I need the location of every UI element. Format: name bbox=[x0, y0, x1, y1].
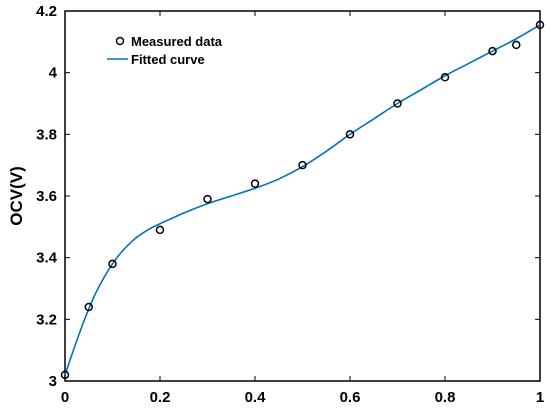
plot-area bbox=[64, 10, 541, 382]
fitted-curve-line bbox=[64, 24, 541, 376]
y-tick-label: 3 bbox=[49, 373, 57, 390]
measured-data-point bbox=[108, 259, 117, 269]
axis-ticks: 0 0.2 0.4 0.6 0.8 1 3 3.2 3.4 3.6 3.8 4 4.2 bbox=[36, 3, 544, 406]
measured-data-point bbox=[60, 370, 70, 380]
measured-data-point bbox=[84, 302, 93, 312]
y-tick-label: 4.2 bbox=[36, 3, 57, 20]
legend-label-measured: Measured data bbox=[131, 34, 223, 49]
measured-data-point bbox=[155, 225, 165, 235]
legend-label-fitted: Fitted curve bbox=[131, 52, 205, 67]
legend-marker-measured bbox=[115, 36, 125, 46]
y-axis-label: OCV(V) bbox=[7, 166, 26, 226]
x-tick-label: 0 bbox=[61, 389, 69, 406]
y-tick-label: 3.4 bbox=[36, 250, 58, 267]
measured-data-point bbox=[488, 46, 497, 56]
y-tick-label: 3.6 bbox=[36, 188, 57, 205]
x-tick-label: 0.4 bbox=[245, 389, 267, 406]
x-tick-label: 1 bbox=[536, 389, 544, 406]
x-tick-label: 0.6 bbox=[340, 389, 361, 406]
y-tick-label: 4 bbox=[49, 65, 58, 82]
measured-data-point bbox=[345, 130, 355, 139]
y-tick-label: 3.8 bbox=[36, 126, 57, 143]
series-layer bbox=[60, 20, 545, 380]
measured-data-point bbox=[298, 160, 307, 170]
x-tick-label: 0.8 bbox=[435, 389, 456, 406]
measured-data-point bbox=[250, 179, 260, 188]
x-tick-label: 0.2 bbox=[150, 389, 171, 406]
legend: Measured data Fitted curve bbox=[107, 34, 223, 67]
measured-data-point bbox=[512, 40, 521, 50]
measured-data-point bbox=[440, 73, 450, 82]
y-tick-label: 3.2 bbox=[36, 311, 57, 328]
measured-data-point bbox=[203, 194, 212, 204]
measured-data-point bbox=[393, 99, 402, 108]
measured-data-point bbox=[535, 20, 545, 30]
